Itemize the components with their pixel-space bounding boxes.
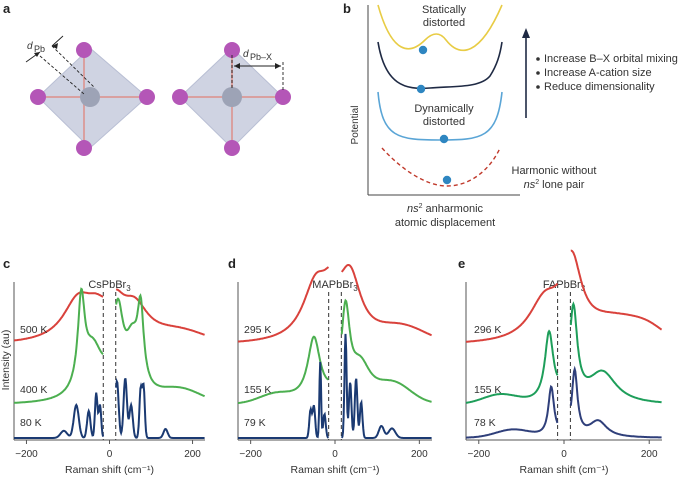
halide-atom xyxy=(275,89,291,105)
x-label-sup: 2 xyxy=(419,203,423,210)
spectrum-c-0-right xyxy=(115,288,205,336)
x-axis-label-d: Raman shift (cm⁻¹) xyxy=(291,464,380,476)
spectrum-e-0-right xyxy=(570,249,663,331)
potential-x-label-line2: atomic displacement xyxy=(395,217,495,229)
series-label-d-2: 79 K xyxy=(244,417,266,429)
x-tick-label-e: −200 xyxy=(468,449,491,460)
raman-chart-cspbbr3: −200 0 200 CsPbBr3 Raman shift (cm⁻¹) Intensi… xyxy=(0,279,206,476)
x-label-rest: anharmonic xyxy=(422,203,483,215)
x-tick-label-e: 0 xyxy=(561,449,567,460)
octahedron-left: d Pb xyxy=(25,35,155,156)
spectrum-d-2-right xyxy=(340,333,432,439)
halide-atom xyxy=(76,140,92,156)
series-label-d-0: 295 K xyxy=(244,324,271,336)
spectrum-d-0-right xyxy=(340,264,432,337)
potential-diagram: Potential Statically distorted Dynamical… xyxy=(350,4,678,229)
halide-atom xyxy=(139,89,155,105)
d-pb-label: d xyxy=(27,41,33,52)
octahedron-right: d Pb–X xyxy=(172,42,291,156)
spectrum-d-2-left xyxy=(238,361,330,439)
halide-atom xyxy=(76,42,92,58)
d-pbx-subscript: Pb–X xyxy=(250,52,272,62)
bullet-dot xyxy=(536,71,540,75)
potential-y-label: Potential xyxy=(350,106,361,145)
pb-atom-right xyxy=(222,87,242,107)
x-tick-label-d: 0 xyxy=(332,449,338,460)
chart-title-d: MAPbBr3 xyxy=(312,279,358,293)
x-axis-label-e: Raman shift (cm⁻¹) xyxy=(520,464,609,476)
spectrum-e-2-left xyxy=(466,384,559,439)
static-curve xyxy=(377,4,503,51)
x-tick-label-d: 200 xyxy=(411,449,428,460)
bullet-dot xyxy=(536,85,540,89)
series-label-c-1: 400 K xyxy=(20,384,47,396)
spectrum-c-2-right xyxy=(115,377,205,439)
harmonic-curve xyxy=(381,147,501,187)
trend-arrow-head xyxy=(522,28,530,38)
spectrum-d-0-left xyxy=(237,266,330,343)
spectrum-c-0-left xyxy=(13,291,104,342)
series-label-e-2: 78 K xyxy=(474,417,496,429)
static-label-line1: Statically xyxy=(422,4,467,16)
halide-atom xyxy=(30,89,46,105)
x-tick-label-c: 0 xyxy=(107,449,113,460)
spectrum-e-2-right xyxy=(569,365,662,439)
d-pb-subscript: Pb xyxy=(34,44,45,54)
spectrum-d-1-right xyxy=(340,298,432,403)
halide-atom xyxy=(172,89,188,105)
ball-harmonic xyxy=(442,175,452,185)
series-label-d-1: 155 K xyxy=(244,384,271,396)
harmonic-sup: 2 xyxy=(535,179,539,186)
bullet-cation-size: Increase A-cation size xyxy=(544,67,652,79)
y-axis-label-c: Intensity (au) xyxy=(0,330,12,391)
pb-atom-left xyxy=(80,87,100,107)
ball-static xyxy=(418,45,428,55)
panel-label-b: b xyxy=(343,1,351,16)
spectrum-e-1-right xyxy=(569,301,662,404)
harmonic-rest: lone pair xyxy=(539,179,585,191)
series-label-c-2: 80 K xyxy=(20,417,42,429)
panel-label-e: e xyxy=(458,256,465,271)
raman-chart-mapbbr3: −200 0 200 MAPbBr3 Raman shift (cm⁻¹) 295 K 15… xyxy=(237,264,432,476)
harmonic-label-line2: ns2 lone pair xyxy=(524,179,585,191)
spectrum-c-1-right xyxy=(115,293,206,398)
dynamic-label-line2: distorted xyxy=(423,116,465,128)
panel-label-d: d xyxy=(228,256,236,271)
halide-atom xyxy=(224,42,240,58)
d-pbx-label: d xyxy=(243,49,249,60)
static-label-line2: distorted xyxy=(423,17,465,29)
x-tick-label-c: −200 xyxy=(15,449,38,460)
spectrum-c-2-left xyxy=(14,392,105,439)
chart-title-c: CsPbBr3 xyxy=(88,279,131,293)
spectrum-d-1-left xyxy=(237,335,329,405)
dynamic-label-line1: Dynamically xyxy=(414,103,474,115)
series-label-e-0: 296 K xyxy=(474,324,501,336)
bullet-orbital-mixing: Increase B–X orbital mixing xyxy=(544,53,678,65)
bullet-dimensionality: Reduce dimensionality xyxy=(544,81,655,93)
bullet-dot xyxy=(536,57,540,61)
harmonic-label-line1: Harmonic without xyxy=(512,165,597,177)
potential-x-label-line1: ns2 anharmonic xyxy=(407,203,484,215)
x-tick-label-d: −200 xyxy=(239,449,262,460)
intermediate-curve xyxy=(377,41,503,90)
halide-atom xyxy=(224,140,240,156)
series-label-e-1: 155 K xyxy=(474,384,501,396)
ball-dynamic xyxy=(439,134,449,144)
x-tick-label-e: 200 xyxy=(641,449,658,460)
series-label-c-0: 500 K xyxy=(20,324,47,336)
panel-label-c: c xyxy=(3,256,10,271)
ball-intermediate xyxy=(416,84,426,94)
x-tick-label-c: 200 xyxy=(184,449,201,460)
spectrum-e-0-left xyxy=(465,282,559,343)
panel-label-a: a xyxy=(3,1,11,16)
raman-chart-fapbbr3: −200 0 200 FAPbBr3 Raman shift (cm⁻¹) 296 K 15… xyxy=(465,249,663,476)
harmonic-ns: ns xyxy=(524,179,536,191)
x-axis-label-c: Raman shift (cm⁻¹) xyxy=(65,464,154,476)
spectrum-e-1-left xyxy=(465,329,559,404)
x-label-ns: ns xyxy=(407,203,419,215)
spectrum-c-1-left xyxy=(14,287,104,404)
chart-title-e: FAPbBr3 xyxy=(543,279,586,293)
